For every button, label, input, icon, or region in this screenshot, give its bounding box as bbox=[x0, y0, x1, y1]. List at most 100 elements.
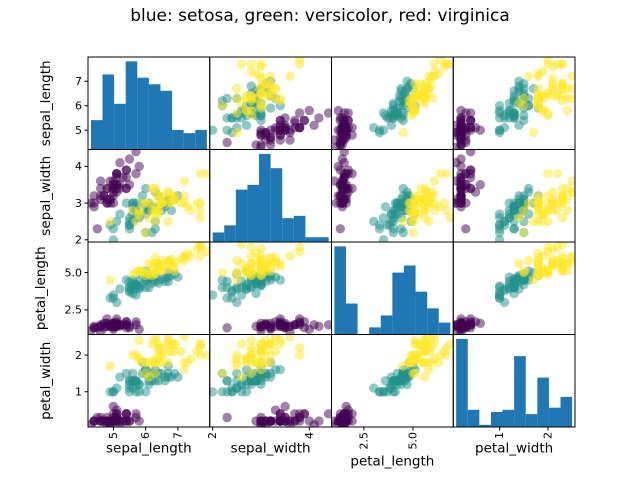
y-tick-label: 2 bbox=[75, 349, 82, 362]
data-point bbox=[562, 205, 572, 216]
data-point bbox=[445, 213, 454, 223]
y-tick-label: 2 bbox=[75, 234, 82, 247]
data-point bbox=[246, 368, 256, 379]
data-point bbox=[186, 205, 196, 216]
data-point bbox=[232, 297, 242, 308]
data-point bbox=[369, 216, 379, 227]
data-point bbox=[222, 323, 232, 333]
data-point bbox=[256, 251, 266, 261]
data-point bbox=[108, 180, 119, 190]
data-point bbox=[533, 266, 543, 276]
data-point bbox=[236, 372, 247, 382]
data-point bbox=[232, 127, 242, 138]
data-point bbox=[538, 66, 548, 77]
data-point bbox=[141, 387, 151, 397]
data-point bbox=[416, 183, 426, 194]
data-point bbox=[465, 169, 476, 179]
data-point bbox=[408, 216, 418, 227]
data-point bbox=[112, 216, 122, 227]
panel-scatter-sepal_width-vs-sepal_length bbox=[88, 149, 210, 242]
data-point bbox=[408, 227, 418, 238]
hist-bar bbox=[345, 303, 358, 335]
data-point bbox=[246, 81, 256, 91]
data-point bbox=[294, 350, 305, 360]
data-point bbox=[144, 372, 154, 382]
hist-bar bbox=[415, 291, 428, 335]
data-point bbox=[290, 118, 300, 128]
data-point bbox=[294, 409, 305, 419]
data-point bbox=[112, 297, 122, 308]
data-point bbox=[341, 180, 351, 190]
data-point bbox=[380, 202, 391, 212]
hist-bar bbox=[403, 265, 416, 335]
data-point bbox=[275, 261, 285, 272]
data-point bbox=[552, 169, 563, 179]
hist-bar bbox=[525, 414, 538, 427]
data-point bbox=[241, 266, 252, 276]
data-point bbox=[232, 108, 242, 118]
data-point bbox=[519, 205, 529, 216]
data-point bbox=[270, 83, 281, 94]
data-point bbox=[121, 198, 131, 208]
data-point bbox=[105, 216, 115, 227]
data-point bbox=[137, 266, 148, 276]
data-point bbox=[222, 412, 232, 423]
data-point bbox=[89, 191, 99, 201]
data-point bbox=[548, 187, 558, 197]
data-point bbox=[222, 137, 232, 148]
data-point bbox=[176, 346, 186, 357]
y-tick-label: 4 bbox=[75, 160, 82, 173]
data-point bbox=[246, 242, 256, 252]
data-point bbox=[509, 281, 519, 291]
data-point bbox=[118, 172, 128, 183]
data-point bbox=[339, 172, 349, 183]
data-point bbox=[557, 59, 568, 69]
hist-bar bbox=[90, 120, 103, 150]
y-tick-label: 6 bbox=[75, 99, 82, 112]
x-tick-label: 2.5 bbox=[357, 432, 370, 450]
hist-bar bbox=[502, 409, 515, 427]
data-point bbox=[294, 57, 305, 64]
data-point bbox=[557, 242, 568, 249]
data-point bbox=[108, 416, 119, 426]
data-point bbox=[95, 321, 106, 331]
data-point bbox=[95, 176, 106, 186]
hist-bar bbox=[392, 272, 404, 335]
data-point bbox=[523, 255, 534, 266]
data-point bbox=[232, 83, 242, 94]
data-point bbox=[280, 125, 290, 135]
hist-bar bbox=[282, 218, 294, 242]
hist-bar bbox=[235, 189, 248, 242]
data-point bbox=[304, 105, 314, 116]
hist-bar bbox=[102, 74, 115, 150]
hist-bar bbox=[195, 129, 207, 150]
hist-bar bbox=[456, 338, 468, 427]
data-point bbox=[128, 368, 138, 379]
data-point bbox=[256, 140, 266, 150]
data-point bbox=[163, 257, 173, 267]
data-point bbox=[256, 412, 266, 423]
data-point bbox=[124, 180, 135, 190]
data-point bbox=[115, 284, 125, 294]
data-point bbox=[222, 93, 232, 104]
data-point bbox=[270, 416, 281, 426]
data-point bbox=[222, 125, 232, 135]
data-point bbox=[275, 96, 285, 106]
data-point bbox=[416, 339, 426, 349]
data-point bbox=[186, 354, 196, 364]
data-point bbox=[543, 198, 553, 208]
data-point bbox=[256, 339, 266, 349]
hist-bar bbox=[467, 409, 480, 427]
data-point bbox=[134, 335, 144, 346]
data-point bbox=[280, 113, 290, 123]
data-point bbox=[429, 176, 440, 186]
hist-bar bbox=[427, 308, 439, 335]
data-point bbox=[121, 409, 131, 419]
data-point bbox=[270, 334, 281, 342]
data-point bbox=[241, 105, 252, 116]
data-point bbox=[163, 216, 173, 227]
x-tick-label: 6 bbox=[139, 432, 152, 439]
data-point bbox=[562, 105, 572, 116]
data-point bbox=[557, 254, 568, 264]
data-point bbox=[337, 187, 347, 197]
